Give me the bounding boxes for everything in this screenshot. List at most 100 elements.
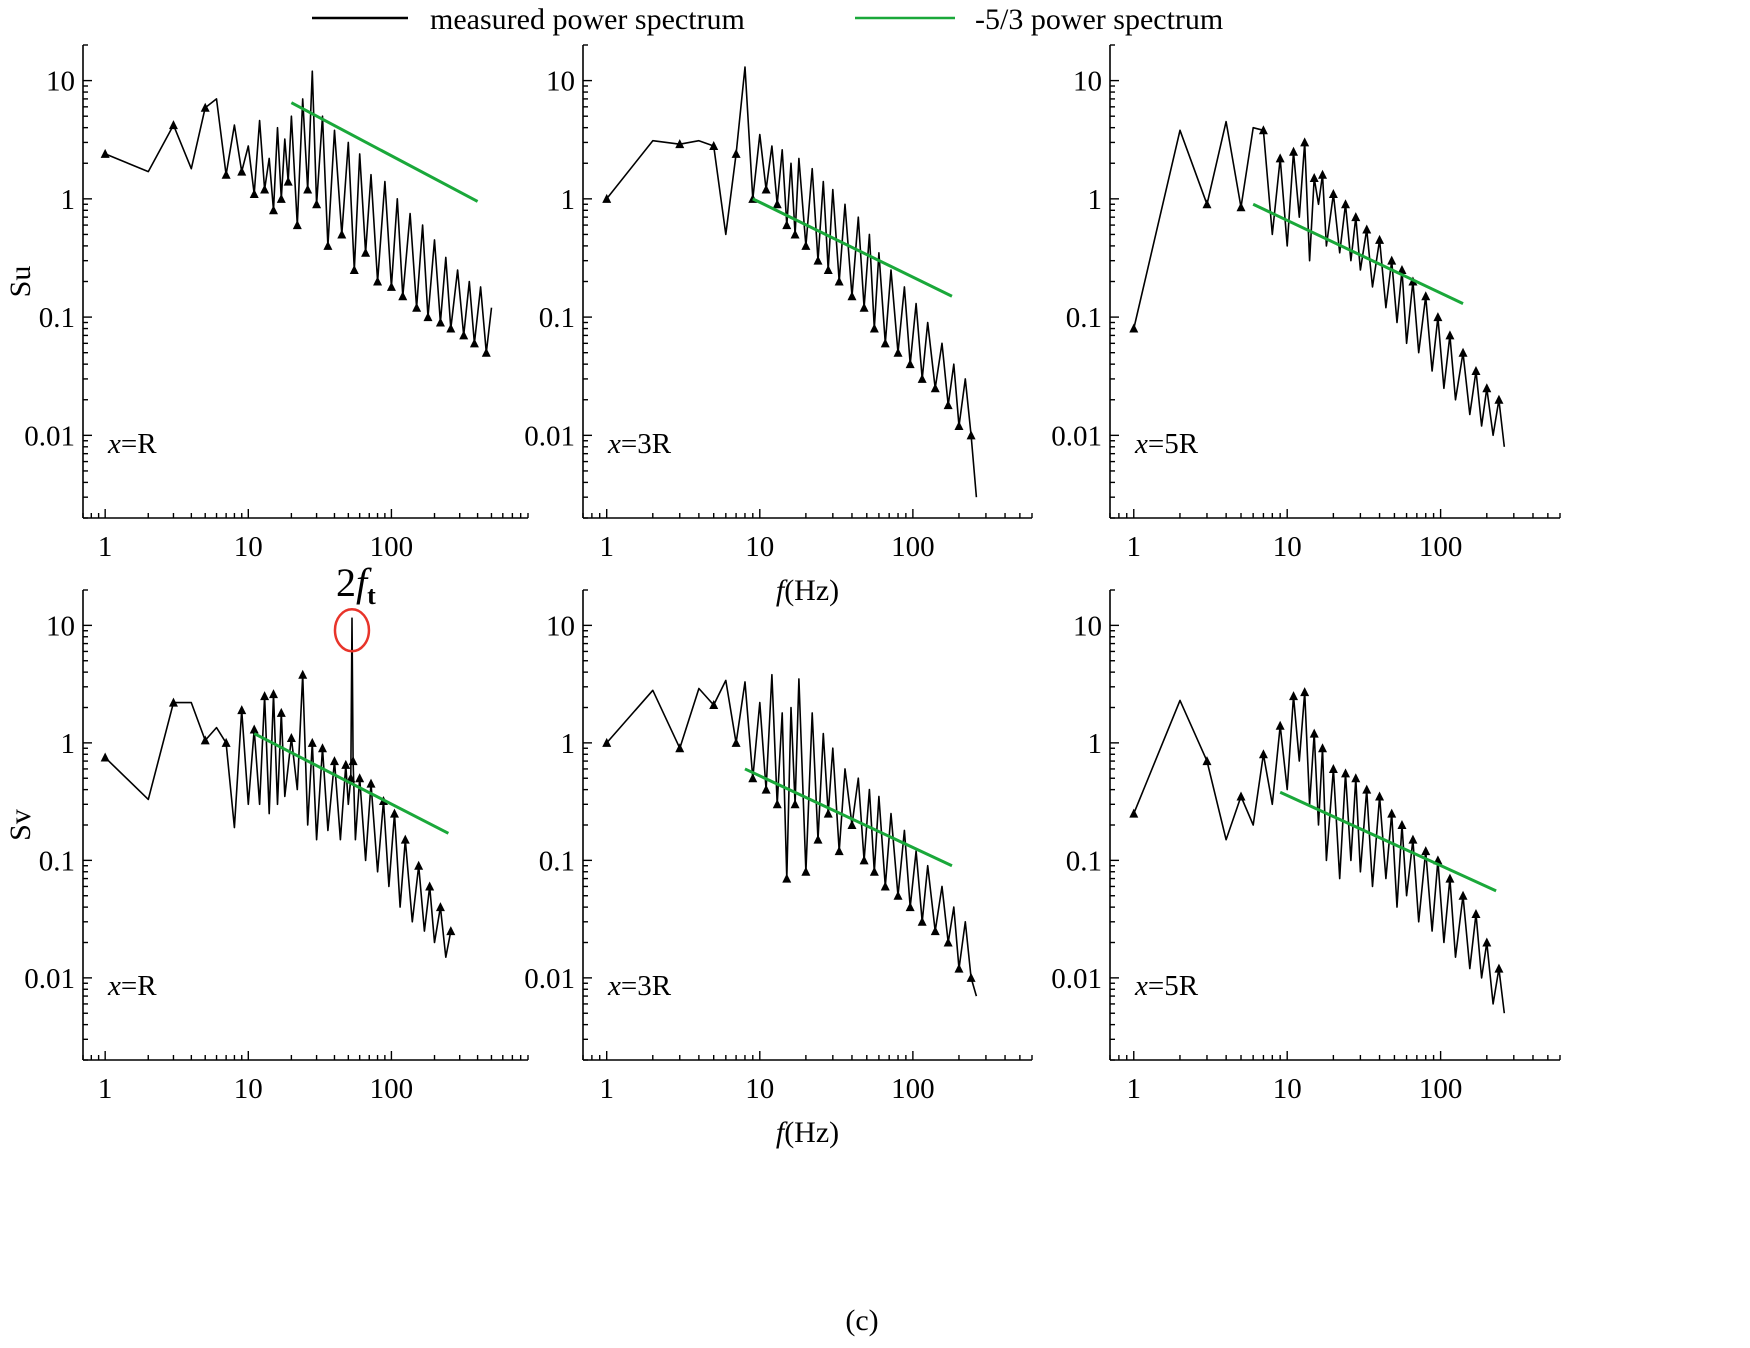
x-tick-label: 1	[599, 1073, 614, 1105]
measured-marker	[1397, 820, 1407, 829]
measured-marker	[1328, 188, 1338, 198]
measured-marker	[200, 735, 210, 745]
measured-marker	[1482, 937, 1492, 947]
y-tick-label: 10	[1073, 610, 1102, 642]
measured-marker	[200, 102, 210, 112]
measured-spectrum-line	[606, 66, 978, 498]
position-annotation-var: x	[1134, 428, 1148, 460]
measured-marker	[373, 276, 383, 286]
measured-marker	[1421, 846, 1431, 856]
measured-marker	[366, 778, 376, 788]
measured-marker	[954, 963, 964, 973]
measured-marker	[469, 338, 479, 348]
x-tick-label: 100	[1419, 531, 1463, 563]
measured-marker	[298, 669, 308, 679]
x-axis-title: f(Hz)	[776, 574, 839, 607]
measured-marker	[435, 317, 445, 327]
measured-marker	[386, 281, 396, 291]
position-annotation: x=R	[107, 970, 157, 1002]
measured-marker	[283, 176, 293, 186]
position-annotation-var: x	[607, 428, 621, 460]
y-tick-label: 0.01	[524, 963, 575, 995]
measured-marker	[893, 347, 903, 357]
y-tick-label: 1	[1088, 728, 1103, 760]
measured-marker	[423, 312, 433, 322]
measured-marker	[869, 323, 879, 333]
measured-marker	[880, 338, 890, 348]
measured-marker	[1351, 212, 1361, 222]
measured-spectrum-line	[104, 70, 493, 354]
measured-marker	[782, 873, 792, 883]
measured-marker	[276, 707, 286, 717]
figure-caption: (c)	[845, 1304, 878, 1337]
measured-marker	[917, 916, 927, 926]
measured-marker	[221, 169, 231, 179]
measured-marker	[1236, 791, 1246, 801]
y-tick-label: 0.1	[1066, 845, 1102, 877]
y-axis-title: Su	[4, 266, 37, 298]
legend-fit-label: -5/3 power spectrum	[975, 3, 1223, 36]
measured-marker	[1328, 763, 1338, 773]
measured-marker	[966, 972, 976, 982]
x-tick-label: 100	[370, 531, 414, 563]
y-tick-label: 0.1	[539, 302, 575, 334]
measured-marker	[1362, 224, 1372, 234]
position-annotation-value: =3R	[621, 428, 672, 460]
panel-sv-x-5r: 10 1 0.1 0.01 1 10 100 x=5R	[1051, 589, 1561, 1105]
measured-marker	[943, 937, 953, 947]
peak-annotation-subscript: t	[367, 581, 376, 610]
measured-marker	[1275, 720, 1285, 730]
measured-marker	[481, 347, 491, 357]
measured-marker	[823, 808, 833, 818]
measured-marker	[292, 220, 302, 230]
measured-marker	[1351, 773, 1361, 783]
measured-marker	[772, 199, 782, 209]
measured-marker	[602, 193, 612, 203]
measured-marker	[782, 220, 792, 230]
measured-marker	[100, 752, 110, 762]
x-axis-title-unit: (Hz)	[784, 574, 839, 607]
measured-marker	[318, 743, 328, 753]
measured-marker	[446, 323, 456, 333]
position-annotation-var: x	[607, 970, 621, 1002]
y-tick-label: 1	[561, 184, 576, 216]
measured-marker	[966, 430, 976, 440]
measured-marker	[1309, 728, 1319, 738]
measured-marker	[269, 205, 278, 215]
measured-marker	[1341, 199, 1351, 209]
x-tick-label: 100	[891, 1073, 935, 1105]
y-tick-label: 0.1	[39, 845, 75, 877]
measured-marker	[813, 834, 823, 844]
measured-marker	[1482, 383, 1492, 393]
x-tick-label: 1	[98, 531, 113, 563]
position-annotation-var: x	[107, 970, 121, 1002]
measured-marker	[801, 240, 811, 250]
measured-marker	[237, 166, 247, 176]
y-tick-label: 10	[1073, 66, 1102, 98]
measured-marker	[329, 756, 339, 766]
measured-marker	[435, 902, 445, 912]
y-tick-label: 0.01	[24, 963, 75, 995]
measured-marker	[893, 890, 903, 900]
position-annotation: x=5R	[1134, 970, 1199, 1002]
measured-marker	[1258, 125, 1268, 135]
measured-marker	[1387, 808, 1397, 818]
measured-marker	[303, 184, 313, 194]
measured-marker	[943, 400, 953, 410]
measured-marker	[425, 881, 435, 891]
measured-marker	[905, 359, 915, 369]
position-annotation-value: =R	[121, 428, 157, 460]
measured-marker	[1458, 347, 1468, 357]
measured-marker	[269, 689, 278, 699]
measured-marker	[1289, 146, 1299, 156]
y-tick-label: 10	[46, 610, 75, 642]
x-tick-label: 10	[745, 1073, 774, 1105]
measured-marker	[337, 229, 347, 239]
measured-marker	[709, 700, 719, 710]
measured-marker	[761, 784, 771, 794]
legend-measured-label: measured power spectrum	[430, 3, 745, 36]
measured-marker	[361, 247, 371, 257]
measured-marker	[761, 184, 771, 194]
y-tick-label: 10	[546, 610, 575, 642]
measured-marker	[1471, 366, 1481, 376]
